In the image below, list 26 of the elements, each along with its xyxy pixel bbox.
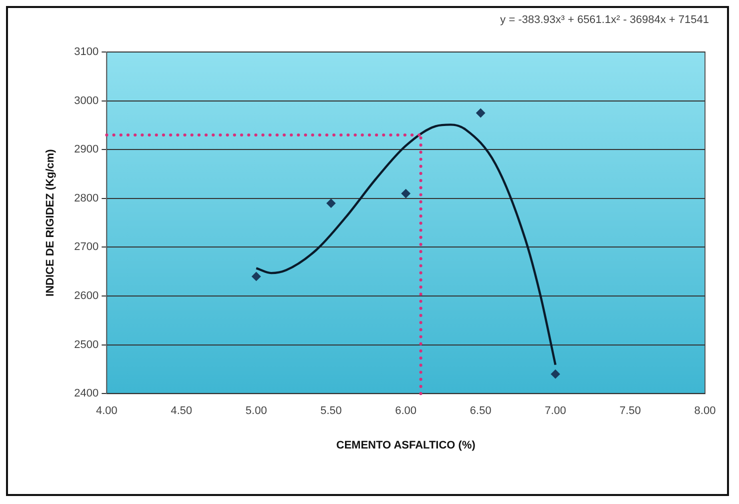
x-tick-label: 7.00 xyxy=(544,405,566,418)
x-tick-label: 8.00 xyxy=(694,405,716,418)
y-tick-label: 2800 xyxy=(74,192,99,204)
y-tick-label: 2400 xyxy=(74,388,99,400)
text: y = -383.93x³ + 6561.1x² - 36984x + 71541 xyxy=(500,14,709,26)
point xyxy=(326,198,336,208)
point xyxy=(252,272,261,281)
x-tick-label: 6.00 xyxy=(395,405,417,418)
x-tick-label: 5.50 xyxy=(320,405,342,418)
y-tick-label: 3100 xyxy=(74,46,99,58)
x-axis-title: CEMENTO ASFALTICO (%) xyxy=(336,439,476,452)
x-tick-label: 4.00 xyxy=(96,405,118,418)
point xyxy=(550,370,560,379)
x-tick-label: 7.50 xyxy=(620,405,641,418)
line-series xyxy=(255,124,557,366)
point xyxy=(476,108,486,118)
y-tick-label: 2900 xyxy=(74,144,99,156)
y-tick-label: 2500 xyxy=(74,338,99,351)
y-tick-label: 2700 xyxy=(74,241,99,254)
x-tick-label: 5.00 xyxy=(246,405,267,418)
x-tick-label: 6.50 xyxy=(470,405,492,418)
x-tick-label: 4.50 xyxy=(170,405,192,418)
y-tick-label: 2600 xyxy=(74,290,99,302)
y-tick-label: 3000 xyxy=(74,94,99,107)
y-axis-title: INDICE DE RIGIDEZ (Kg/cm) xyxy=(44,148,57,296)
point xyxy=(401,189,410,198)
